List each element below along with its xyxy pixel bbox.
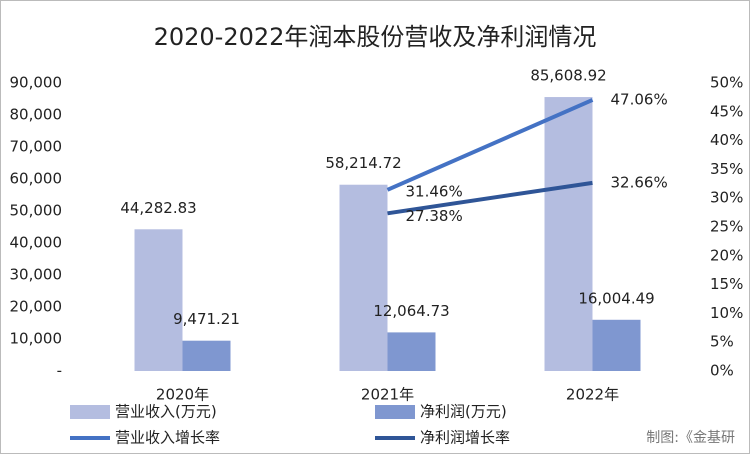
data-label: 85,608.92	[530, 67, 606, 85]
data-label: 44,282.83	[120, 199, 196, 217]
y2-tick-label: 35%	[710, 160, 743, 178]
y-tick-label: 50,000	[10, 202, 63, 220]
data-label: 16,004.49	[578, 289, 654, 307]
source-note: 制图:《金基研	[646, 429, 735, 446]
bar	[134, 229, 183, 371]
y2-tick-label: 10%	[710, 304, 743, 322]
y2-tick-label: 20%	[710, 246, 743, 264]
data-label: 32.66%	[611, 173, 668, 191]
y2-tick-label: 45%	[710, 102, 743, 120]
bar	[182, 340, 231, 371]
data-label: 12,064.73	[373, 302, 449, 320]
chart-title: 2020-2022年润本股份营收及净利润情况	[154, 23, 597, 51]
y-tick-label: 80,000	[10, 106, 63, 124]
legend-label: 净利润增长率	[420, 429, 510, 447]
y2-tick-label: 5%	[710, 333, 734, 351]
x-tick-label: 2022年	[566, 386, 619, 404]
y2-tick-label: 30%	[710, 189, 743, 207]
data-label: 9,471.21	[173, 310, 240, 328]
y2-tick-label: 40%	[710, 131, 743, 149]
growth-line	[387, 180, 593, 216]
x-tick-label: 2021年	[361, 386, 414, 404]
bar	[387, 332, 436, 371]
legend-label: 营业收入增长率	[115, 429, 220, 447]
legend-swatch	[70, 405, 110, 419]
bar	[339, 184, 388, 371]
y-tick-label: 90,000	[10, 74, 63, 92]
bar	[544, 97, 593, 371]
y-tick-label: 30,000	[10, 266, 63, 284]
y-tick-label: 10,000	[10, 330, 63, 348]
y2-tick-label: 0%	[710, 362, 734, 380]
y-tick-label: 70,000	[10, 138, 63, 156]
y-tick-label: -	[57, 362, 62, 380]
data-label: 31.46%	[406, 182, 463, 200]
data-label: 58,214.72	[325, 154, 401, 172]
legend-swatch	[375, 405, 415, 419]
bar	[592, 319, 641, 371]
x-tick-label: 2020年	[156, 386, 209, 404]
y2-tick-label: 25%	[710, 218, 743, 236]
y2-tick-label: 50%	[710, 74, 743, 92]
y2-tick-label: 15%	[710, 275, 743, 293]
legend-label: 净利润(万元)	[420, 403, 507, 421]
legend-label: 营业收入(万元)	[115, 403, 217, 421]
data-label: 47.06%	[611, 90, 668, 108]
y-tick-label: 20,000	[10, 298, 63, 316]
data-label: 27.38%	[406, 207, 463, 225]
y-tick-label: 40,000	[10, 234, 63, 252]
y-tick-label: 60,000	[10, 170, 63, 188]
growth-line	[386, 98, 594, 192]
